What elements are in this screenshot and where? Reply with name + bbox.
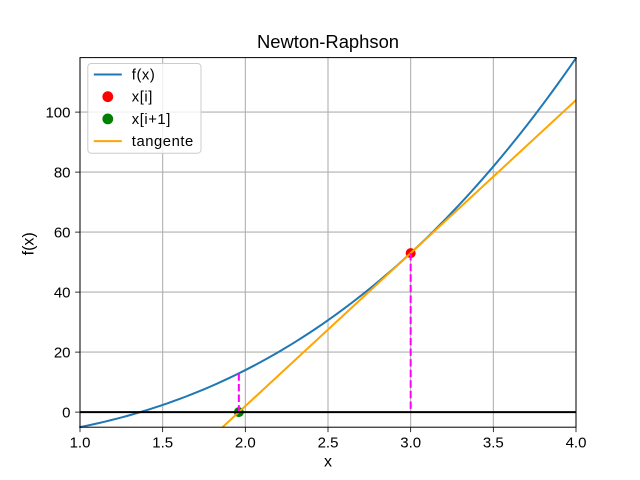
- svg-text:80: 80: [54, 165, 71, 182]
- svg-text:3.0: 3.0: [400, 435, 421, 452]
- svg-text:x[i+1]: x[i+1]: [132, 112, 171, 128]
- svg-text:2.0: 2.0: [235, 435, 256, 452]
- svg-text:20: 20: [54, 345, 71, 362]
- svg-text:1.0: 1.0: [70, 435, 91, 452]
- svg-text:3.5: 3.5: [483, 435, 504, 452]
- svg-text:Newton-Raphson: Newton-Raphson: [257, 31, 399, 52]
- svg-text:f(x): f(x): [132, 67, 156, 83]
- svg-text:1.5: 1.5: [152, 435, 173, 452]
- svg-text:f(x): f(x): [21, 232, 38, 255]
- svg-text:4.0: 4.0: [566, 435, 587, 452]
- svg-text:60: 60: [54, 225, 71, 242]
- svg-text:x[i]: x[i]: [132, 90, 153, 106]
- svg-text:40: 40: [54, 285, 71, 302]
- svg-text:100: 100: [45, 105, 70, 122]
- svg-text:2.5: 2.5: [318, 435, 339, 452]
- svg-text:0: 0: [62, 405, 70, 422]
- svg-text:x: x: [324, 454, 332, 471]
- svg-text:tangente: tangente: [132, 134, 194, 150]
